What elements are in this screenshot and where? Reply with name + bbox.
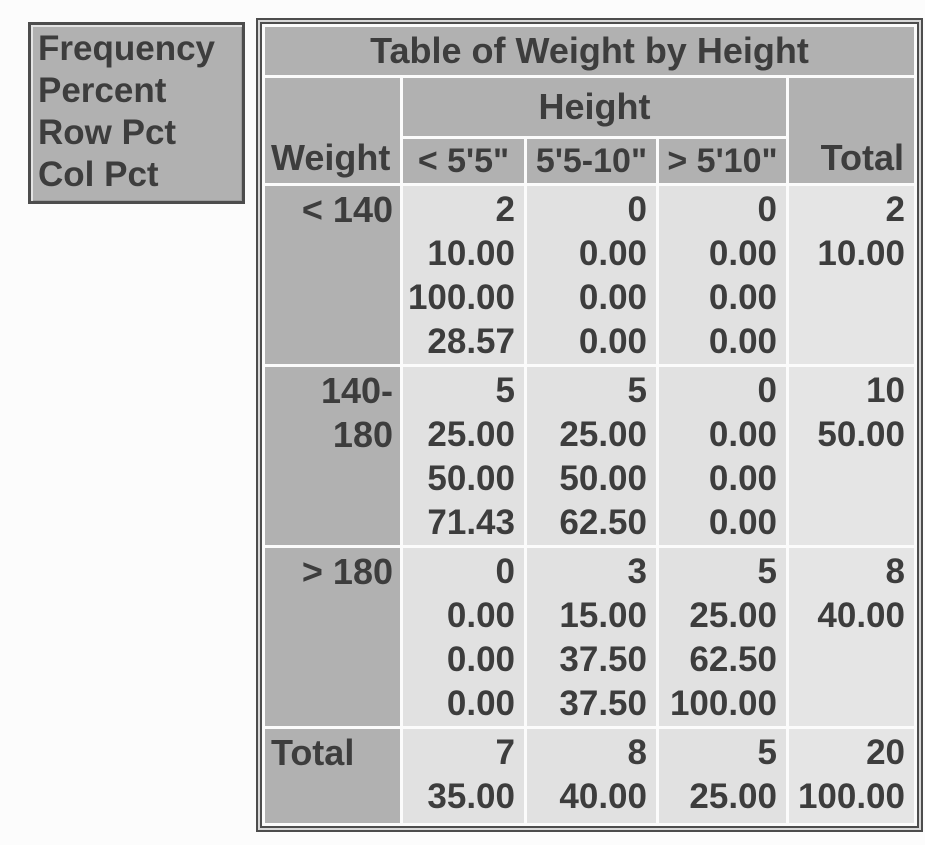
- data-cell: 0 0.00 0.00 0.00: [656, 183, 789, 367]
- cell-frequency: 5: [627, 371, 647, 410]
- row-total-cell: 8 40.00: [786, 545, 917, 729]
- cell-percent: 10.00: [817, 234, 905, 273]
- col-header-5-5-to-10: 5'5-10": [524, 136, 659, 186]
- col-header-gt-5-10: > 5'10": [656, 136, 789, 186]
- cell-col-pct: 0.00: [708, 503, 777, 542]
- cell-percent: 15.00: [559, 596, 647, 635]
- row-total-cell: 2 10.00: [786, 183, 917, 367]
- cell-row-pct: 0.00: [446, 640, 515, 679]
- cell-row-pct: 50.00: [427, 459, 515, 498]
- cell-percent: 40.00: [559, 777, 647, 816]
- col-header-lt-5-5: < 5'5": [400, 136, 527, 186]
- cell-percent: 0.00: [708, 415, 777, 454]
- cell-percent: 25.00: [689, 596, 777, 635]
- cell-percent: 35.00: [427, 777, 515, 816]
- row-label: < 140: [262, 183, 403, 367]
- cell-frequency: 7: [495, 733, 515, 772]
- data-cell: 0 0.00 0.00 0.00: [400, 545, 527, 729]
- table-row-140-180: 140-180 5 25.00 50.00 71.43 5 25.00 50.0…: [262, 364, 917, 548]
- data-cell: 2 10.00 100.00 28.57: [400, 183, 527, 367]
- col-total-cell: 8 40.00: [524, 726, 659, 826]
- total-column-header: Total: [786, 75, 917, 186]
- legend-line-row-pct: Row Pct: [38, 113, 177, 152]
- cell-row-pct: 0.00: [708, 459, 777, 498]
- col-total-cell: 7 35.00: [400, 726, 527, 826]
- legend-line-col-pct: Col Pct: [38, 155, 159, 194]
- col-dimension-header: Height: [400, 75, 789, 139]
- cell-col-pct: 37.50: [559, 684, 647, 723]
- cell-row-pct: 0.00: [578, 278, 647, 317]
- cell-col-pct: 0.00: [708, 322, 777, 361]
- cell-frequency: 8: [885, 552, 905, 591]
- row-dimension-header: Weight: [262, 75, 403, 186]
- cell-frequency: 20: [866, 733, 905, 772]
- cell-percent: 10.00: [427, 234, 515, 273]
- legend-line-percent: Percent: [38, 71, 167, 110]
- cell-row-pct: 50.00: [559, 459, 647, 498]
- table-title: Table of Weight by Height: [262, 24, 917, 78]
- data-cell: 3 15.00 37.50 37.50: [524, 545, 659, 729]
- row-label: 140-180: [262, 364, 403, 548]
- row-label: > 180: [262, 545, 403, 729]
- cell-frequency: 8: [627, 733, 647, 772]
- cell-frequency: 3: [627, 552, 647, 591]
- cell-statistics-legend: Frequency Percent Row Pct Col Pct: [28, 22, 245, 204]
- col-total-cell: 5 25.00: [656, 726, 789, 826]
- cell-frequency: 10: [866, 371, 905, 410]
- cell-col-pct: 0.00: [578, 322, 647, 361]
- data-cell: 0 0.00 0.00 0.00: [524, 183, 659, 367]
- legend-line-frequency: Frequency: [38, 29, 215, 68]
- cell-percent: 40.00: [817, 596, 905, 635]
- header-row-categories: < 5'5" 5'5-10" > 5'10": [264, 136, 916, 186]
- cell-percent: 100.00: [797, 777, 905, 816]
- data-cell: 5 25.00 50.00 62.50: [524, 364, 659, 548]
- cell-frequency: 2: [885, 190, 905, 229]
- cell-row-pct: 37.50: [559, 640, 647, 679]
- cell-col-pct: 62.50: [559, 503, 647, 542]
- cell-row-pct: 100.00: [407, 278, 515, 317]
- table-total-row: Total 7 35.00 8 40.00 5 25.00 20: [262, 726, 917, 826]
- cell-percent: 50.00: [817, 415, 905, 454]
- cell-col-pct: 28.57: [427, 322, 515, 361]
- cell-percent: 0.00: [708, 234, 777, 273]
- data-cell: 5 25.00 50.00 71.43: [400, 364, 527, 548]
- cell-col-pct: 71.43: [427, 503, 515, 542]
- cell-frequency: 0: [495, 552, 515, 591]
- data-cell: 0 0.00 0.00 0.00: [656, 364, 789, 548]
- cell-frequency: 0: [627, 190, 647, 229]
- crosstab-frame-inner: Table of Weight by Height Weight Height …: [260, 22, 919, 828]
- cell-percent: 25.00: [559, 415, 647, 454]
- cell-frequency: 5: [495, 371, 515, 410]
- cell-percent: 25.00: [689, 777, 777, 816]
- cell-row-pct: 62.50: [689, 640, 777, 679]
- table-row-gt-180: > 180 0 0.00 0.00 0.00 3 15.00 37.50 37.…: [262, 545, 917, 729]
- weight-by-height-crosstab: Table of Weight by Height Weight Height …: [262, 24, 917, 826]
- cell-col-pct: 100.00: [669, 684, 777, 723]
- cell-row-pct: 0.00: [708, 278, 777, 317]
- data-cell: 5 25.00 62.50 100.00: [656, 545, 789, 729]
- cell-frequency: 5: [757, 733, 777, 772]
- cell-frequency: 5: [757, 552, 777, 591]
- cell-col-pct: 0.00: [446, 684, 515, 723]
- cell-percent: 0.00: [446, 596, 515, 635]
- cell-frequency: 0: [757, 190, 777, 229]
- header-row-dimensions: Weight Height Total: [262, 75, 917, 186]
- cell-frequency: 2: [495, 190, 515, 229]
- table-row-lt-140: < 140 2 10.00 100.00 28.57 0 0.00 0.00 0…: [262, 183, 917, 367]
- cell-percent: 25.00: [427, 415, 515, 454]
- cell-percent: 0.00: [578, 234, 647, 273]
- crosstab-frame: Table of Weight by Height Weight Height …: [256, 18, 923, 832]
- cell-frequency: 0: [757, 371, 777, 410]
- title-row: Table of Weight by Height: [262, 24, 917, 78]
- grand-total-cell: 20 100.00: [786, 726, 917, 826]
- row-total-cell: 10 50.00: [786, 364, 917, 548]
- total-row-label: Total: [262, 726, 403, 826]
